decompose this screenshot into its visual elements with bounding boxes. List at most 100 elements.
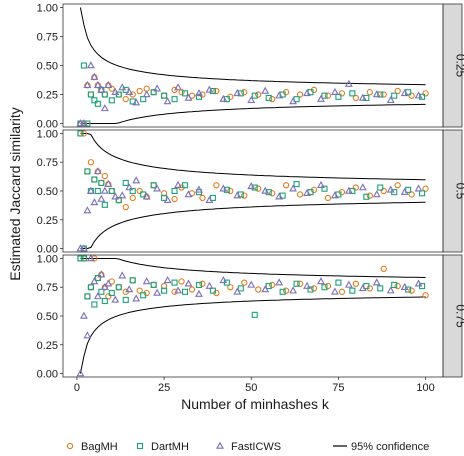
dartmh-point [77, 255, 84, 262]
bagmh-point [352, 280, 359, 287]
dartmh-point [91, 301, 98, 308]
fasticws-point [90, 198, 99, 206]
bagmh-point [324, 92, 332, 99]
bagmh-point [84, 168, 91, 175]
dartmh-point [122, 179, 129, 186]
confidence-lower-line [80, 103, 426, 124]
fasticws-point [386, 95, 395, 104]
dartmh-point [161, 92, 168, 99]
bagmh-point [80, 130, 88, 137]
confidence-upper-line [80, 133, 426, 181]
bagmh-point [87, 159, 95, 166]
fasticws-point [261, 186, 270, 194]
fasticws-point [132, 98, 141, 106]
bagmh-point [213, 182, 220, 189]
fasticws-point [205, 195, 214, 203]
dartmh-point [321, 185, 328, 192]
fasticws-point [344, 280, 353, 288]
bagmh-point [338, 90, 346, 97]
dartmh-point [419, 93, 426, 100]
fasticws-point [153, 184, 162, 192]
fasticws-point [372, 190, 381, 198]
bagmh-point [213, 87, 220, 95]
legend-label: 95% confidence [351, 441, 429, 453]
confidence-upper-line [80, 258, 426, 278]
fasticws-point [195, 185, 203, 193]
series-FastICWS [76, 167, 423, 252]
facet-label: 0.25 [454, 54, 464, 78]
bagmh-point [241, 89, 248, 96]
fasticws-point [247, 280, 256, 288]
bagmh-point [255, 286, 262, 293]
dartmh-point [98, 288, 105, 295]
dartmh-point [321, 284, 328, 291]
facet-label: 0.75 [454, 304, 464, 328]
series-BagMH [77, 130, 429, 211]
fasticws-point [303, 188, 311, 197]
fasticws-point [195, 289, 203, 297]
series-DartMH [77, 130, 426, 252]
dartmh-point [363, 193, 370, 200]
y-tick-label: 0.25 [37, 340, 58, 352]
dartmh-point [377, 184, 384, 191]
fasticws-point [163, 275, 172, 284]
bagmh-point [188, 286, 196, 293]
dartmh-point [171, 187, 178, 195]
bagmh-point [324, 194, 332, 202]
dartmh-point [335, 279, 342, 286]
dartmh-point [94, 274, 101, 282]
series-FastICWS [76, 61, 423, 127]
fasticws-point [111, 192, 120, 200]
bagmh-point [296, 91, 304, 98]
bagmh-point [422, 292, 429, 299]
fasticws-point [330, 87, 339, 95]
bagmh-point [422, 185, 429, 192]
dartmh-point [140, 292, 147, 299]
dartmh-point [251, 311, 258, 318]
confidence-lower-line [80, 201, 426, 249]
bagmh-point [282, 287, 290, 294]
fasticws-point [247, 95, 256, 104]
bagmh-point [352, 184, 359, 191]
bagmh-point [408, 92, 415, 99]
bagmh-point [150, 281, 157, 289]
y-tick-label: 1.00 [37, 2, 58, 14]
fasticws-point [125, 183, 134, 191]
dartmh-point [108, 187, 115, 195]
y-tick-label: 0.75 [37, 31, 58, 43]
bagmh-point [115, 284, 122, 291]
fasticws-point [174, 286, 182, 294]
fasticws-point [100, 282, 109, 290]
bagmh-point [136, 187, 143, 195]
dartmh-point [279, 288, 286, 295]
fasticws-point [104, 279, 113, 287]
panel-0.5: 0.5 0.00 0.25 0.50 0.75 1.00 [37, 128, 464, 255]
fasticws-point [83, 206, 92, 214]
fasticws-point [400, 89, 409, 97]
dartmh-point [150, 281, 157, 288]
fasticws-point [205, 85, 214, 93]
fasticws-point [195, 89, 203, 97]
bagmh-point [422, 90, 429, 97]
dartmh-point [349, 287, 356, 294]
dartmh-point [101, 201, 108, 208]
x-axis-label: Number of minhashes k [181, 396, 330, 412]
bagmh-point [87, 284, 95, 291]
fasticws-point [303, 89, 311, 97]
legend-dartmh-symbol [136, 442, 144, 450]
dartmh-point [419, 190, 426, 197]
bagmh-point [394, 182, 401, 189]
bagmh-point [380, 91, 387, 98]
fasticws-point [233, 89, 242, 97]
dartmh-point [140, 96, 147, 103]
bagmh-point [108, 85, 115, 92]
bagmh-point [269, 281, 276, 289]
bagmh-point [408, 191, 415, 198]
fasticws-point [93, 80, 102, 88]
dartmh-point [122, 296, 129, 303]
panel-border [62, 254, 444, 378]
fasticws-point [317, 94, 325, 102]
fasticws-point [125, 87, 134, 95]
dartmh-point [181, 182, 189, 189]
fasticws-point [118, 83, 127, 91]
